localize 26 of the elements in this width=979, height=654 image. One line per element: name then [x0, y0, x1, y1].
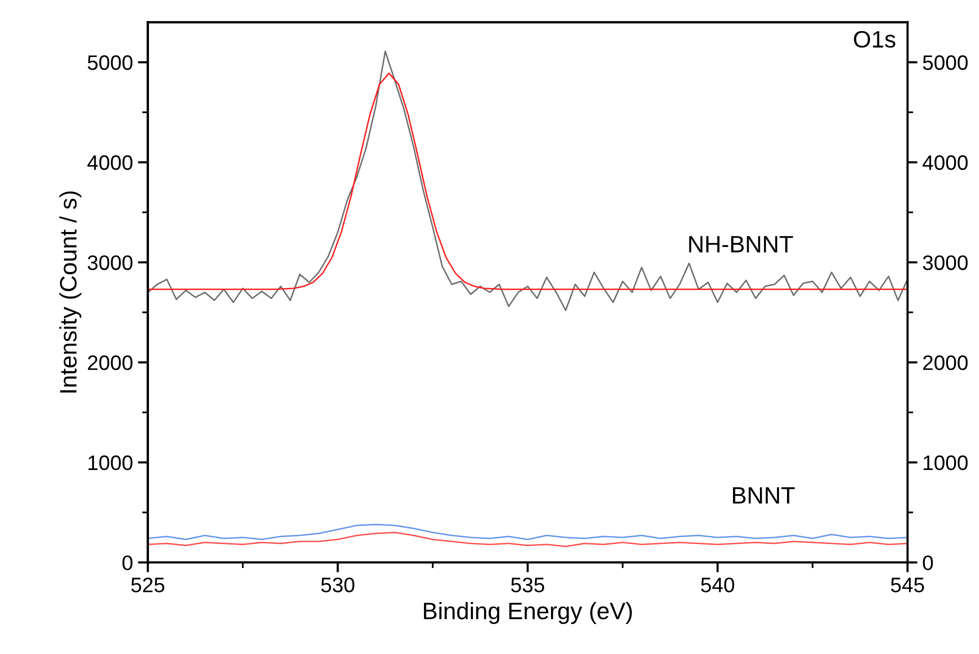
x-tick-label: 525	[131, 578, 164, 592]
y-tick-label: 5000	[88, 55, 132, 70]
annotation: O1s	[854, 30, 896, 48]
annotation: NH-BNNT	[689, 236, 793, 252]
y-tick-label: 0	[122, 555, 132, 570]
y2-tick-label: 0	[922, 555, 933, 570]
x-tick-label: 535	[511, 578, 544, 592]
x-tick-label: 540	[701, 578, 734, 592]
x-tick-label: 530	[321, 578, 354, 592]
y2-tick-label: 1000	[924, 455, 968, 470]
line-series	[148, 532, 908, 548]
line-series	[148, 72, 908, 290]
y-axis-title: Intensity (Count / s)	[59, 191, 82, 393]
y-tick-label: 3000	[88, 255, 132, 270]
x-tick-label: 545	[890, 578, 924, 592]
line-series	[148, 524, 908, 540]
annotation: BNNT	[732, 487, 795, 504]
line-series	[148, 50, 908, 312]
x-axis-title: Binding Energy (eV)	[424, 602, 632, 624]
y-tick-label: 4000	[87, 155, 132, 170]
y-tick-label: 2000	[88, 355, 132, 370]
y-tick-label: 1000	[88, 455, 132, 470]
y2-tick-label: 2000	[923, 355, 968, 370]
y2-tick-label: 5000	[922, 55, 968, 70]
y2-tick-label: 4000	[922, 155, 968, 170]
y2-tick-label: 3000	[922, 255, 968, 270]
